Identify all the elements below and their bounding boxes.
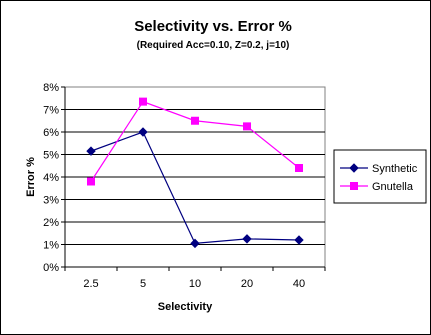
x-axis-ticks: 2.5 5 10 20 40	[64, 267, 326, 290]
y-axis-ticks: 0% 1% 2% 3% 4% 5% 6% 7% 8%	[43, 82, 65, 274]
legend-marker-synthetic	[349, 163, 359, 173]
legend-box	[333, 149, 427, 204]
series-group	[86, 97, 304, 249]
data-point-synthetic	[138, 127, 148, 137]
data-point-synthetic	[190, 238, 200, 249]
data-point-synthetic	[86, 146, 96, 156]
y-tick-label: 5%	[43, 150, 59, 162]
chart-title: Selectivity vs. Error %	[134, 18, 292, 35]
y-axis-label: Error %	[25, 157, 37, 197]
legend: Synthetic Gnutella	[340, 163, 418, 193]
y-tick-label: 6%	[43, 127, 59, 139]
legend-label-gnutella: Gnutella	[372, 181, 414, 193]
y-tick-label: 2%	[43, 217, 59, 229]
x-tick-label: 2.5	[83, 278, 98, 290]
x-tick-label: 40	[293, 278, 305, 290]
x-tick-label: 5	[140, 278, 146, 290]
data-point-gnutella	[243, 122, 251, 131]
legend-marker-gnutella	[350, 182, 358, 190]
data-point-synthetic	[242, 234, 252, 244]
y-tick-label: 8%	[43, 82, 59, 94]
legend-label-synthetic: Synthetic	[372, 163, 418, 175]
y-tick-label: 7%	[43, 105, 59, 117]
data-point-gnutella	[87, 177, 95, 186]
y-tick-label: 0%	[43, 262, 59, 274]
chart-subtitle: (Required Acc=0.10, Z=0.2, j=10)	[137, 40, 290, 51]
y-tick-label: 4%	[43, 172, 59, 184]
x-tick-label: 10	[189, 278, 201, 290]
y-tick-label: 3%	[43, 195, 59, 207]
data-point-synthetic	[294, 235, 304, 245]
x-tick-label: 20	[241, 278, 253, 290]
data-point-gnutella	[191, 116, 199, 125]
data-point-gnutella	[295, 164, 303, 172]
x-axis-label: Selectivity	[158, 301, 213, 313]
y-tick-label: 1%	[43, 240, 59, 252]
data-point-gnutella	[139, 97, 147, 106]
